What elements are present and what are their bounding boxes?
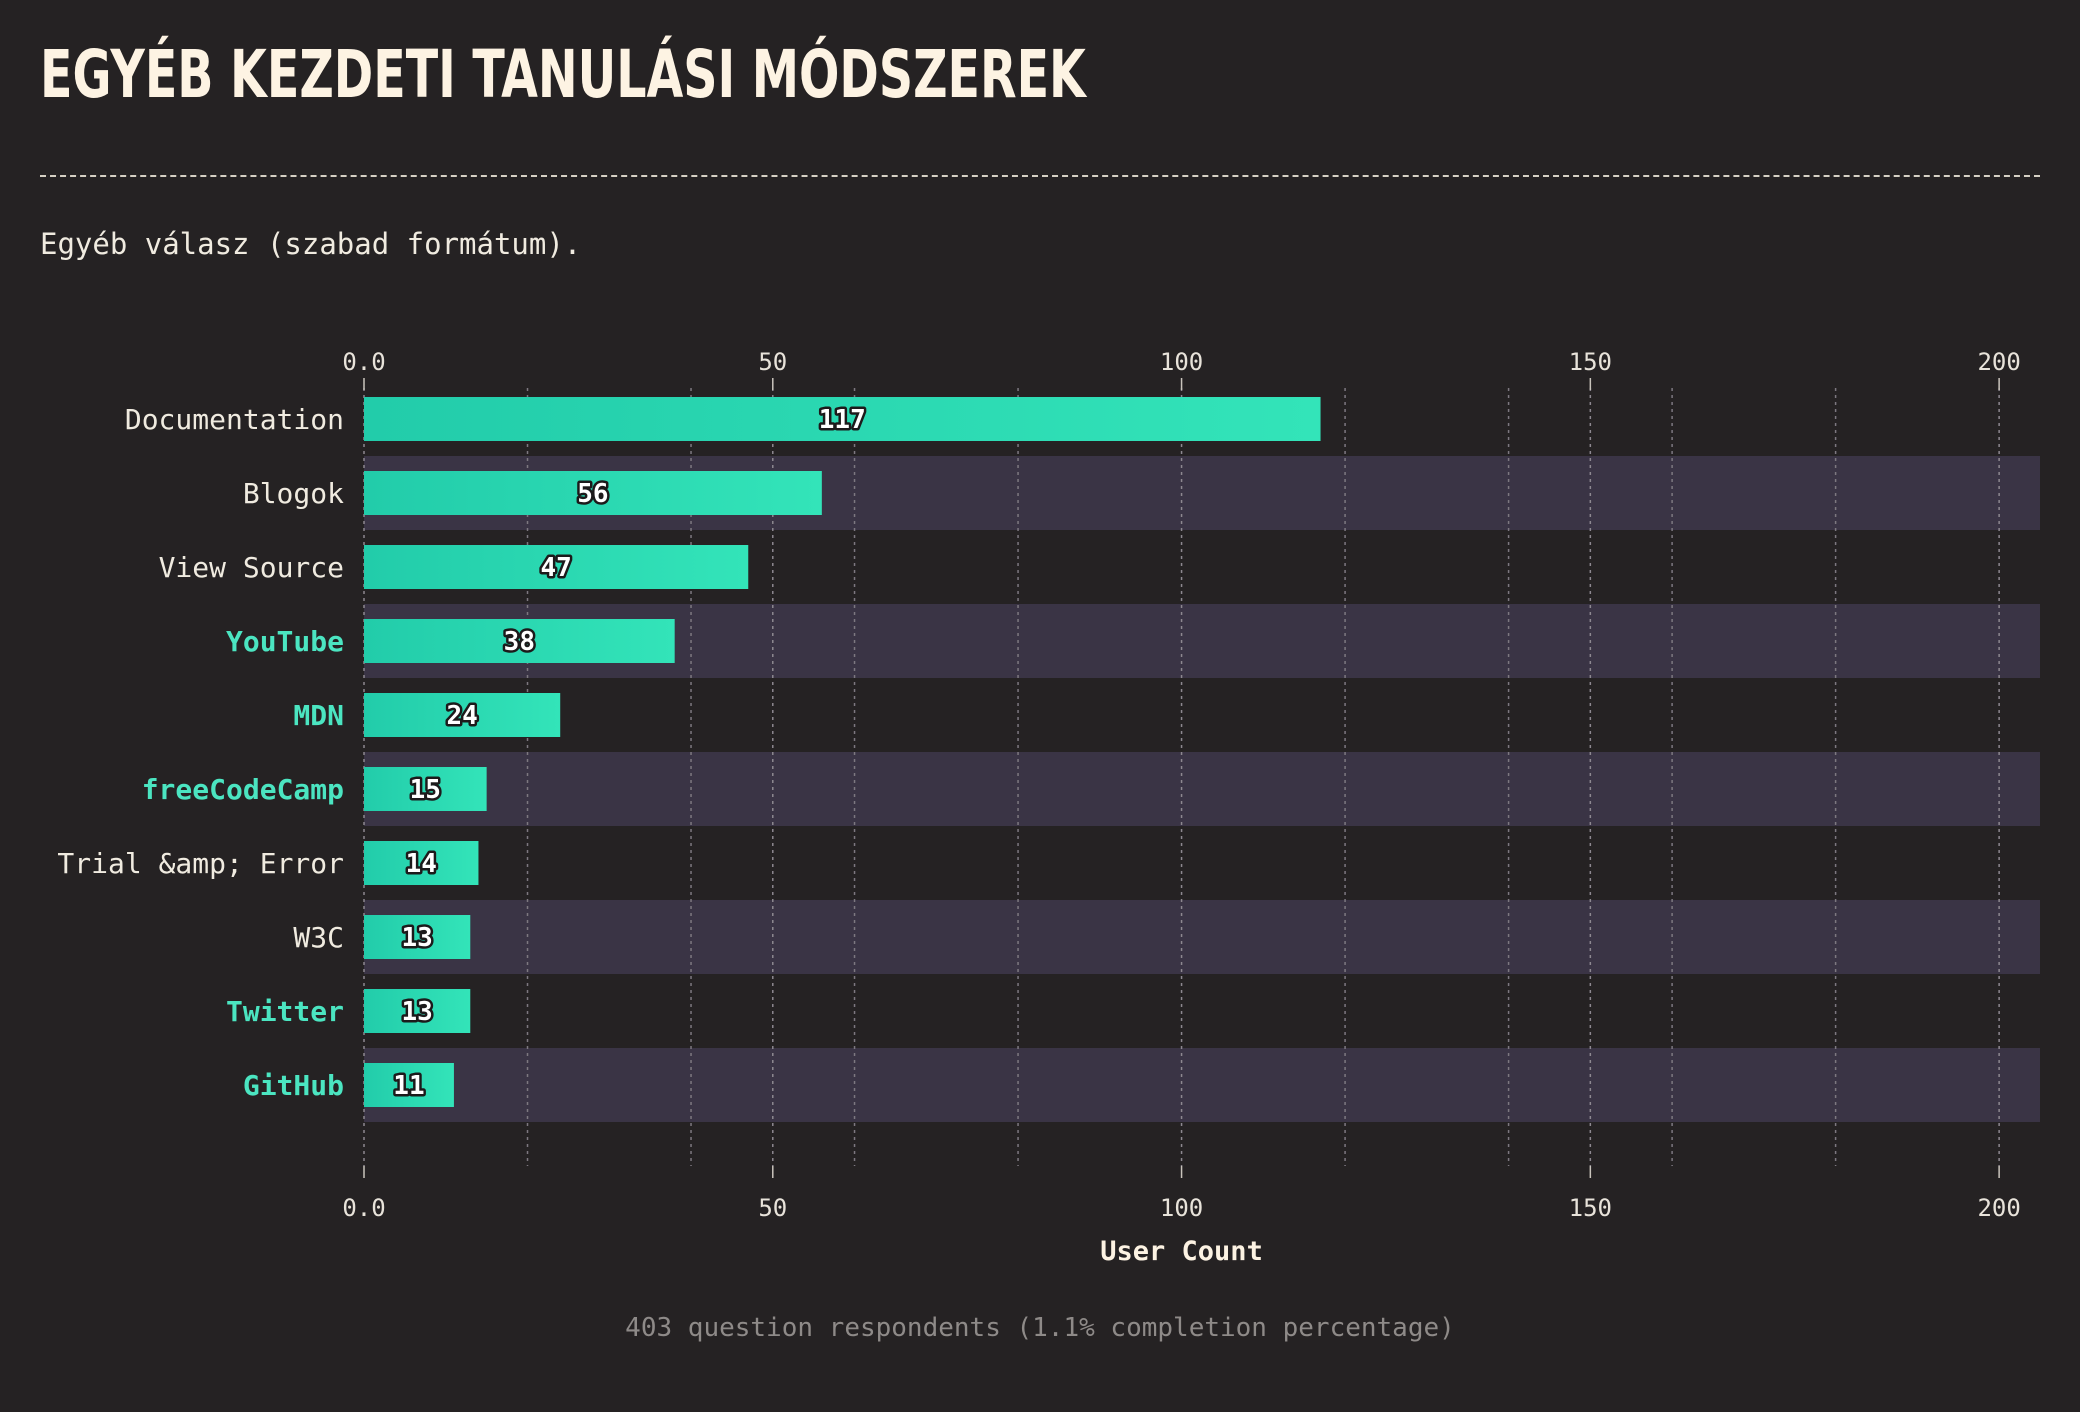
bottom-tick-label: 50 — [758, 1194, 787, 1222]
respondents-footer: 403 question respondents (1.1% completio… — [625, 1313, 1455, 1343]
row-band — [364, 752, 2040, 826]
x-axis-label: User Count — [1100, 1236, 1263, 1267]
bar-documentation — [364, 397, 1321, 441]
top-tick-label: 50 — [758, 348, 787, 376]
bar-mdn — [364, 693, 561, 737]
title-divider — [40, 175, 2040, 177]
value-label: 38 — [504, 627, 535, 657]
bar-github — [364, 1063, 454, 1107]
bar-blogok — [364, 471, 822, 515]
row-band — [364, 900, 2040, 974]
bar-w3c — [364, 915, 471, 959]
category-label: YouTube — [226, 625, 344, 658]
value-label: 117 — [819, 405, 866, 435]
top-tick-label: 0.0 — [342, 348, 385, 376]
category-label: Trial &amp; Error — [57, 847, 344, 880]
value-label: 47 — [540, 553, 571, 583]
category-label: View Source — [159, 551, 344, 584]
top-tick-label: 150 — [1569, 348, 1612, 376]
chart-description: Egyéb válasz (szabad formátum). — [40, 227, 582, 261]
value-label: 13 — [401, 997, 432, 1027]
bar-youtube — [364, 619, 675, 663]
top-tick-label: 200 — [1977, 348, 2020, 376]
category-label: GitHub — [243, 1069, 344, 1102]
category-label: MDN — [293, 699, 344, 732]
value-label: 13 — [401, 923, 432, 953]
bottom-tick-label: 200 — [1977, 1194, 2020, 1222]
category-label: Blogok — [243, 477, 344, 510]
bar-freecodecamp — [364, 767, 487, 811]
row-band — [364, 1048, 2040, 1122]
value-label: 15 — [410, 775, 441, 805]
value-label: 14 — [406, 849, 437, 879]
category-label: W3C — [293, 921, 344, 954]
bar-trial-amp-error — [364, 841, 479, 885]
bar-twitter — [364, 989, 471, 1033]
chart-title: EGYÉB KEZDETI TANULÁSI MÓDSZEREK — [40, 36, 1086, 113]
bottom-tick-label: 150 — [1569, 1194, 1612, 1222]
category-label: Documentation — [125, 403, 344, 436]
value-label: 56 — [577, 479, 608, 509]
category-label: Twitter — [226, 995, 344, 1028]
value-label: 24 — [446, 701, 477, 731]
top-tick-label: 100 — [1160, 348, 1203, 376]
bottom-tick-label: 0.0 — [342, 1194, 385, 1222]
category-label: freeCodeCamp — [142, 773, 344, 806]
value-label: 11 — [393, 1071, 424, 1101]
bottom-tick-label: 100 — [1160, 1194, 1203, 1222]
bar-view-source — [364, 545, 749, 589]
